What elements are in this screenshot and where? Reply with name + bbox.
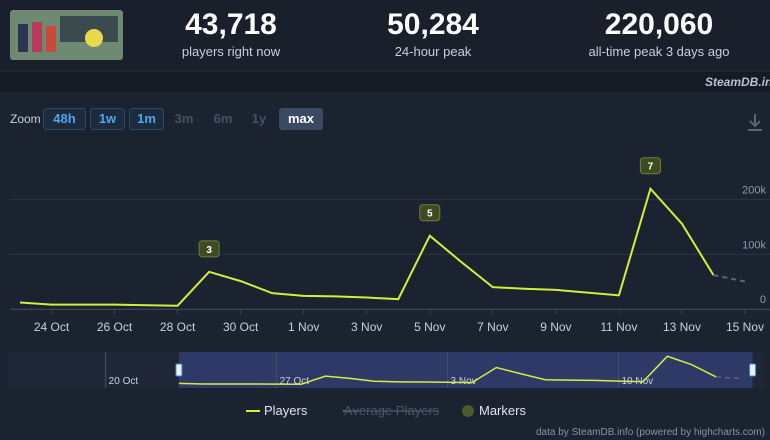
x-tick-label: 5 Nov xyxy=(414,320,445,334)
marker-flag: 7 xyxy=(639,157,661,175)
stat-label: all-time peak 3 days ago xyxy=(588,44,730,59)
navigator-tick-label: 27 Oct xyxy=(280,376,310,387)
marker-label: 3 xyxy=(206,245,212,256)
x-tick-label: 3 Nov xyxy=(351,320,382,334)
zoom-button[interactable]: max xyxy=(279,108,323,130)
stat-value: 43,718 xyxy=(185,8,277,41)
legend-label[interactable]: Players xyxy=(264,403,308,418)
legend-symbol xyxy=(462,405,474,417)
navigator-line xyxy=(716,376,741,380)
x-tick-label: 28 Oct xyxy=(160,320,196,334)
marker-box xyxy=(198,240,220,258)
zoom-button: 3m xyxy=(174,111,194,126)
stat: 43,718 players right now xyxy=(131,8,331,59)
x-tick-label: 30 Oct xyxy=(223,320,259,334)
source-bar xyxy=(0,72,770,92)
x-tick-label: 13 Nov xyxy=(663,320,701,334)
zoom-button[interactable]: 1m xyxy=(129,108,164,130)
x-tick-label: 24 Oct xyxy=(34,320,70,334)
zoom-button[interactable]: 1w xyxy=(90,108,125,130)
header-bg xyxy=(0,0,770,70)
x-tick-label: 9 Nov xyxy=(540,320,571,334)
stat-label: 24-hour peak xyxy=(394,44,472,59)
players-line xyxy=(19,186,715,307)
x-tick-label: 7 Nov xyxy=(477,320,508,334)
y-tick-label: 100k xyxy=(742,239,766,251)
stat-value: 220,060 xyxy=(604,8,714,41)
zoom-label: Zoom xyxy=(10,112,41,126)
marker-box xyxy=(639,157,661,175)
y-tick-label: 0 xyxy=(760,294,766,306)
x-tick-label: 15 Nov xyxy=(726,320,764,334)
y-tick-label: 200k xyxy=(742,185,766,197)
marker-label: 5 xyxy=(427,209,433,220)
navigator-tick-label: 20 Oct xyxy=(109,376,139,387)
stat: 220,060 all-time peak 3 days ago xyxy=(559,8,759,59)
game-image xyxy=(10,10,123,60)
marker-label: 7 xyxy=(648,162,654,173)
zoom-button: 6m xyxy=(213,111,233,126)
x-tick-label: 26 Oct xyxy=(97,320,133,334)
x-tick-label: 11 Nov xyxy=(600,320,637,334)
download-icon[interactable] xyxy=(748,114,762,131)
marker-flag: 3 xyxy=(198,240,220,258)
players-line xyxy=(713,274,746,283)
credit: data by SteamDB.info (powered by highcha… xyxy=(536,427,765,438)
stat-label: players right now xyxy=(181,44,281,59)
navigator-line xyxy=(178,355,717,385)
zoom-button: 1y xyxy=(251,111,267,126)
stat-value: 50,284 xyxy=(387,8,479,41)
navigator-tick-label: 3 Nov xyxy=(451,376,477,387)
legend-label[interactable]: Markers xyxy=(479,403,526,418)
legend-label[interactable]: Average Players xyxy=(344,403,440,418)
marker-flag: 5 xyxy=(419,204,441,222)
navigator-handle[interactable] xyxy=(175,363,183,377)
zoom-button[interactable]: 48h xyxy=(43,108,86,130)
navigator-handle[interactable] xyxy=(749,363,757,377)
marker-box xyxy=(419,204,441,222)
stat: 50,284 24-hour peak xyxy=(333,8,533,59)
x-tick-label: 1 Nov xyxy=(288,320,319,334)
source-link[interactable]: SteamDB.info xyxy=(705,75,770,89)
